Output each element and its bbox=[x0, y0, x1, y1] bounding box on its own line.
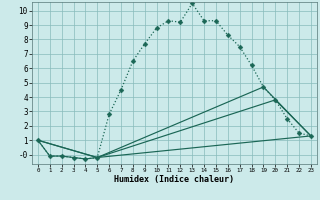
X-axis label: Humidex (Indice chaleur): Humidex (Indice chaleur) bbox=[115, 175, 234, 184]
